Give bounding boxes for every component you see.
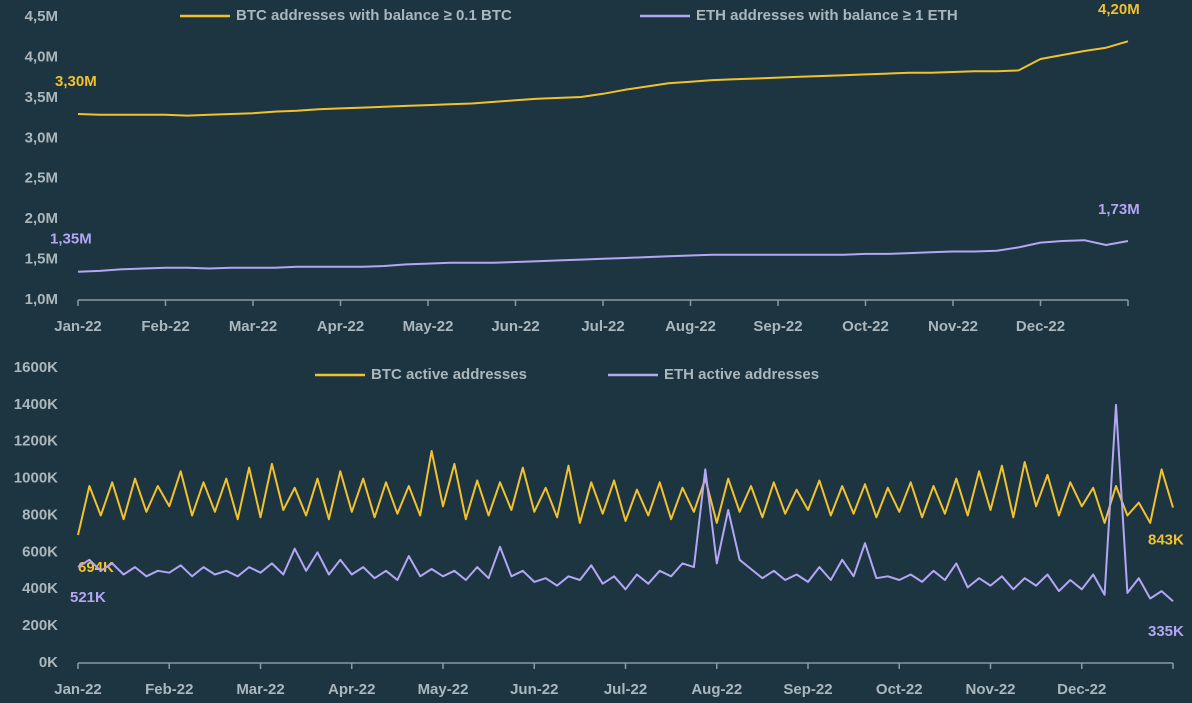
y-tick-label: 2,5M [25,170,58,187]
x-tick-label: Nov-22 [928,318,978,335]
x-tick-label: Mar-22 [229,318,277,335]
x-tick-label: Feb-22 [145,681,193,698]
start-label: 3,30M [55,73,97,90]
series-line [77,239,1129,273]
x-tick-label: Jan-22 [54,681,102,698]
x-tick-label: Jan-22 [54,318,102,335]
legend-label: BTC addresses with balance ≥ 0.1 BTC [236,7,512,24]
legend-label: ETH addresses with balance ≥ 1 ETH [696,7,958,24]
x-tick-label: Aug-22 [665,318,716,335]
x-tick-label: Dec-22 [1057,681,1106,698]
x-tick-label: Dec-22 [1016,318,1065,335]
series-line [77,450,1174,536]
start-label: 1,35M [50,231,92,248]
y-tick-label: 800K [22,506,58,523]
y-tick-label: 200K [22,617,58,634]
y-tick-label: 4,0M [25,48,58,65]
y-tick-label: 3,5M [25,89,58,106]
y-tick-label: 400K [22,580,58,597]
end-label: 843K [1148,532,1184,549]
y-tick-label: 600K [22,543,58,560]
series-line [77,403,1174,602]
end-label: 4,20M [1098,1,1140,18]
legend-label: ETH active addresses [664,366,819,383]
x-tick-label: May-22 [403,318,454,335]
x-tick-label: Aug-22 [691,681,742,698]
x-tick-label: Mar-22 [236,681,284,698]
x-tick-label: Feb-22 [141,318,189,335]
x-tick-label: Apr-22 [328,681,376,698]
y-tick-label: 1000K [14,470,58,487]
x-tick-label: Apr-22 [317,318,365,335]
y-tick-label: 1,5M [25,251,58,268]
y-tick-label: 4,5M [25,8,58,25]
y-tick-label: 1,0M [25,291,58,308]
x-tick-label: Jun-22 [491,318,539,335]
x-tick-label: Oct-22 [876,681,923,698]
x-tick-label: Sep-22 [753,318,802,335]
y-tick-label: 1200K [14,433,58,450]
y-tick-label: 0K [39,654,58,671]
x-tick-label: Jul-22 [581,318,624,335]
x-tick-label: May-22 [418,681,469,698]
x-tick-label: Sep-22 [783,681,832,698]
y-tick-label: 2,0M [25,210,58,227]
y-tick-label: 1600K [14,359,58,376]
legend-label: BTC active addresses [371,366,527,383]
x-tick-label: Jun-22 [510,681,558,698]
x-tick-label: Jul-22 [604,681,647,698]
end-label: 335K [1148,623,1184,640]
y-tick-label: 3,0M [25,129,58,146]
x-tick-label: Oct-22 [842,318,889,335]
series-line [77,40,1129,117]
y-tick-label: 1400K [14,396,58,413]
x-tick-label: Nov-22 [965,681,1015,698]
start-label: 521K [70,589,106,606]
end-label: 1,73M [1098,201,1140,218]
